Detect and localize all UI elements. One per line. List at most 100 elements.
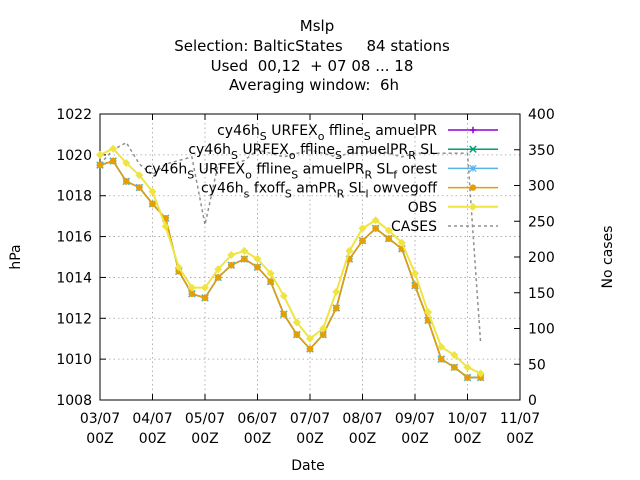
data-point: [188, 290, 196, 297]
data-point: [384, 226, 393, 235]
y2-tick-label: 200: [528, 250, 555, 266]
legend-label-2: cy46hS​ URFEXo​ fflineS​ amuelPRR​ SLf​ …: [145, 161, 438, 181]
data-point: [293, 331, 301, 338]
y-tick-label: 1012: [56, 311, 92, 327]
data-point: [424, 308, 433, 317]
data-point: [292, 318, 301, 327]
data-point: [109, 144, 118, 153]
data-point: [96, 161, 104, 169]
data-point: [136, 184, 143, 191]
data-point: [266, 269, 275, 278]
data-point: [96, 150, 104, 159]
data-point: [254, 264, 261, 271]
y2-tick-label: 300: [528, 179, 555, 195]
x-axis-label: Date: [291, 458, 324, 474]
y2-tick-label: 400: [528, 107, 555, 123]
data-point: [358, 224, 367, 233]
x-tick-label-hour: 00Z: [349, 431, 376, 447]
y-tick-label: 1008: [56, 393, 92, 409]
data-point: [385, 235, 392, 242]
legend: cy46hS​ URFEXo​ fflineS​ amuelPRcy46hS​ …: [145, 123, 498, 235]
data-point: [464, 374, 471, 381]
y2-tick-label: 0: [528, 393, 537, 409]
x-tick-label-hour: 00Z: [506, 431, 533, 447]
data-point: [476, 369, 485, 378]
x-tick-label-hour: 00Z: [244, 431, 271, 447]
series-group: [96, 141, 485, 382]
data-point: [227, 250, 236, 259]
data-point: [214, 274, 222, 281]
data-point: [174, 263, 183, 272]
data-point: [359, 237, 366, 244]
data-point: [372, 225, 379, 232]
x-tick-label-hour: 00Z: [401, 431, 428, 447]
data-point: [469, 202, 477, 211]
x-tick-label: 06/07: [237, 411, 277, 427]
data-point: [319, 331, 327, 338]
data-point: [332, 287, 341, 296]
y-tick-label: 1016: [56, 230, 92, 246]
data-point: [149, 200, 156, 208]
x-tick-label: 05/07: [185, 411, 225, 427]
data-point: [279, 291, 288, 300]
legend-label-3: cy46hs​ fxoffS​ amPRR​ SLl​ owvegoff: [201, 181, 437, 201]
x-tick-label-hour: 00Z: [191, 431, 218, 447]
data-point: [240, 246, 249, 255]
data-point: [438, 355, 445, 363]
data-point: [451, 364, 458, 371]
y2-tick-label: 150: [528, 286, 555, 302]
x-tick-label-hour: 00Z: [454, 431, 481, 447]
data-point: [148, 187, 157, 196]
y2-tick-label: 50: [528, 357, 546, 373]
x-tick-label: 10/07: [447, 411, 487, 427]
data-point: [469, 164, 477, 173]
legend-label-0: cy46hS​ URFEXo​ fflineS​ amuelPR: [217, 123, 437, 143]
x-tick-label: 11/07: [500, 411, 540, 427]
legend-label-1: cy46hS​ URFEXo​ fflineS​ amuelPRR​ SL: [188, 142, 437, 162]
title-line-1: Mslp: [300, 17, 334, 35]
data-point: [411, 269, 419, 278]
data-point: [253, 255, 262, 264]
legend-label-5: CASES: [391, 219, 437, 235]
data-point: [241, 255, 248, 263]
data-point: [306, 334, 314, 343]
data-point: [469, 145, 477, 153]
x-tick-label-hour: 00Z: [139, 431, 166, 447]
chart-title: Mslp Selection: BalticStates 84 stations…: [174, 17, 450, 94]
x-tick-label-hour: 00Z: [86, 431, 113, 447]
y2-tick-label: 350: [528, 143, 555, 159]
axis-ticks: 03/07 00Z 04/07 00Z 05/07 00Z 06/07 00Z 07/07 00Z…: [56, 107, 554, 447]
data-point: [122, 159, 131, 168]
title-line-2: Selection: BalticStates 84 stations: [174, 37, 450, 55]
data-point: [397, 238, 406, 247]
x-tick-label: 04/07: [132, 411, 172, 427]
data-point: [319, 324, 328, 333]
series-line: [99, 147, 482, 375]
data-point: [333, 304, 340, 312]
title-line-3: Used 00,12 + 07 08 ... 18: [211, 57, 414, 75]
y2-tick-label: 250: [528, 214, 555, 230]
data-point: [306, 345, 314, 353]
data-point: [280, 311, 287, 318]
series-line: [99, 160, 481, 379]
y-tick-label: 1014: [56, 270, 92, 286]
data-point: [214, 265, 223, 274]
series-4: [96, 144, 485, 378]
data-point: [345, 246, 354, 255]
data-point: [469, 126, 477, 134]
data-point: [187, 283, 196, 292]
data-point: [477, 374, 484, 381]
series-3: [96, 157, 484, 381]
x-tick-label-hour: 00Z: [296, 431, 323, 447]
data-point: [411, 282, 419, 289]
data-point: [450, 351, 459, 360]
legend-label-4: OBS: [408, 200, 437, 216]
y-tick-label: 1010: [56, 352, 92, 368]
data-point: [228, 261, 235, 269]
data-point: [463, 363, 472, 372]
x-tick-label: 07/07: [290, 411, 330, 427]
y-tick-label: 1020: [56, 148, 92, 164]
x-tick-label: 09/07: [395, 411, 435, 427]
series-line: [99, 141, 482, 343]
